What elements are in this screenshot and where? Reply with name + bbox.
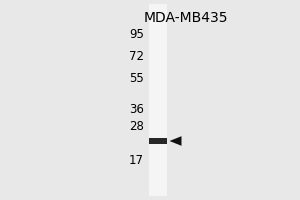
Text: 28: 28	[129, 120, 144, 134]
Text: 72: 72	[129, 50, 144, 63]
Text: 55: 55	[129, 72, 144, 86]
Text: MDA-MB435: MDA-MB435	[144, 11, 228, 25]
Text: 17: 17	[129, 154, 144, 166]
Bar	[148, 138, 166, 144]
Bar	[148, 4, 166, 196]
Text: 95: 95	[129, 28, 144, 42]
Polygon shape	[169, 136, 181, 146]
Text: 36: 36	[129, 103, 144, 116]
